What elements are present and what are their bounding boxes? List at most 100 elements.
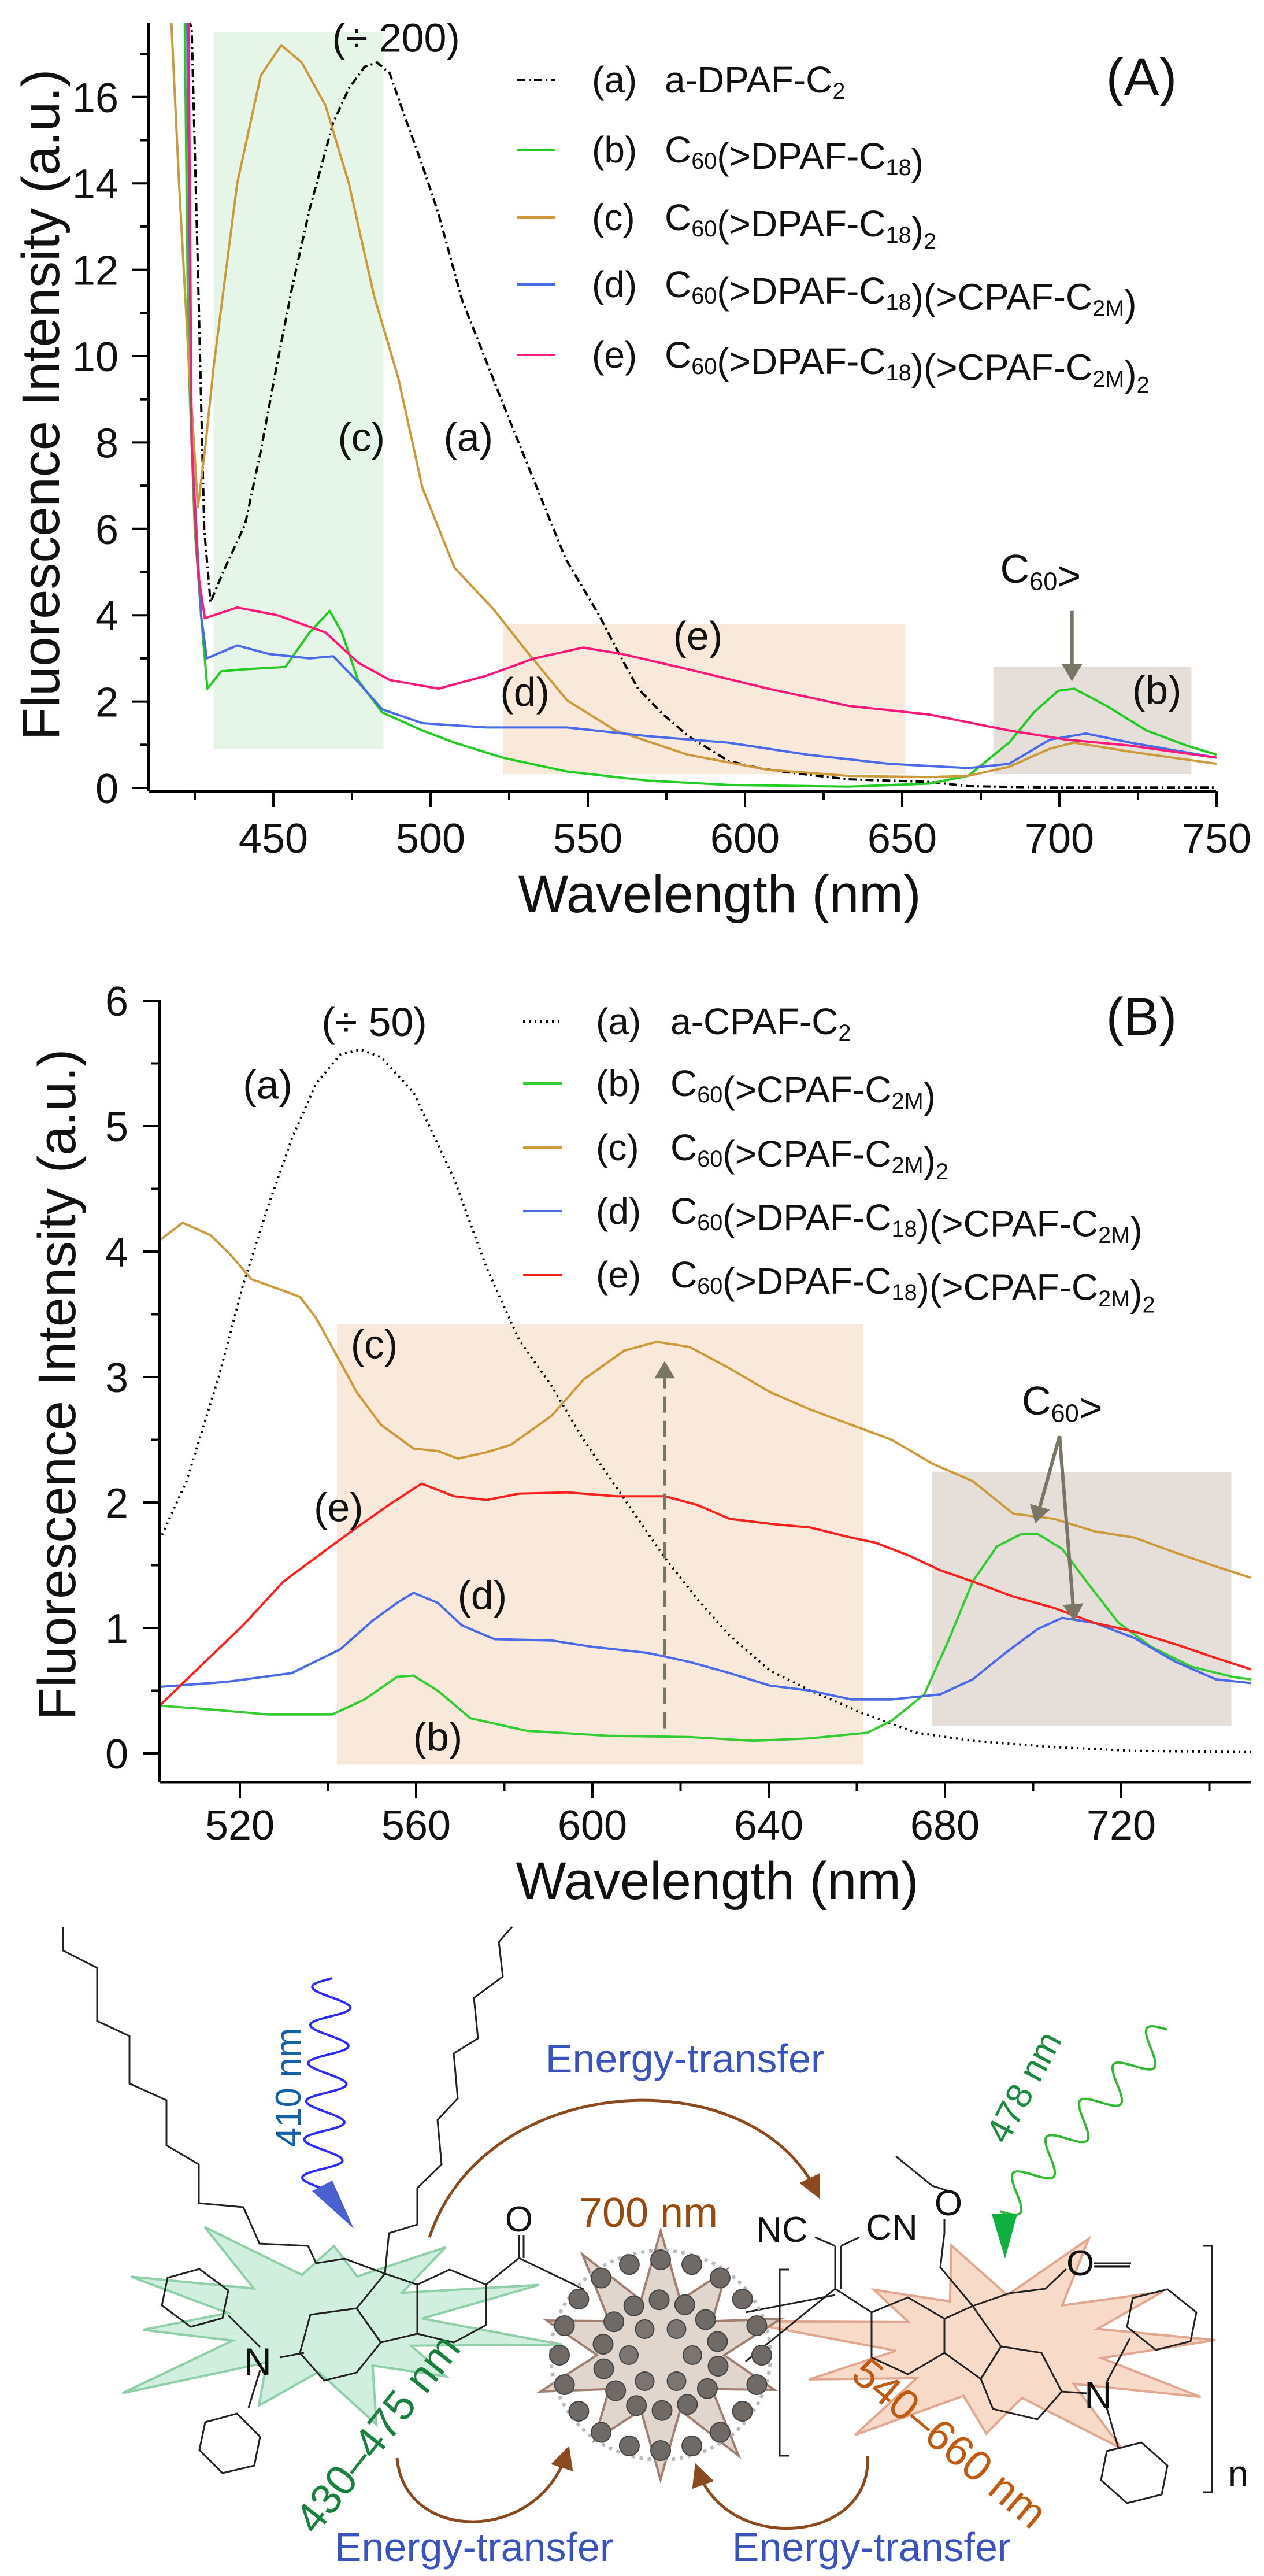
plot-area xyxy=(170,23,1217,789)
subscript: 60 xyxy=(691,149,717,174)
legend-marker: (a) xyxy=(592,59,637,101)
energy-transfer-diagram: N O NC CN O O— N xyxy=(62,1926,1248,2570)
c60-carbon-atom xyxy=(674,2294,695,2315)
legend-label: C60​(>DPAF-C18​)(>CPAF-C2M​) xyxy=(670,1190,1143,1250)
text-segment: > xyxy=(1057,553,1081,598)
text-segment: C xyxy=(670,1254,697,1296)
text-segment: ) xyxy=(911,209,924,251)
c60-carbon-atom xyxy=(696,2378,718,2399)
text-segment: )(>CPAF-C xyxy=(911,347,1092,388)
subscript: 2M xyxy=(892,1089,924,1114)
text-segment: ) xyxy=(924,1139,936,1181)
c60-carbon-atom xyxy=(681,2435,703,2456)
y-tick-label: 4 xyxy=(105,1230,128,1276)
c60-carbon-atom xyxy=(651,2400,673,2421)
subscript: 60 xyxy=(697,1082,722,1108)
x-tick-label: 700 xyxy=(1025,816,1094,862)
c60-peak-arrow xyxy=(1029,1435,1062,1524)
subscript: 60 xyxy=(691,216,717,242)
c60-carbon-atom xyxy=(635,2319,655,2339)
text-segment: )(>CPAF-C xyxy=(917,1267,1098,1308)
subscript: 18 xyxy=(886,223,911,248)
c60-peak-label: C60​> xyxy=(1000,546,1081,598)
text-segment: ) xyxy=(1130,1209,1142,1250)
text-segment: C xyxy=(670,1190,697,1232)
x-tick-label: 450 xyxy=(239,816,308,862)
text-segment: C xyxy=(1022,1378,1051,1423)
subscript: 2 xyxy=(936,1159,948,1185)
subscript: 60 xyxy=(697,1274,722,1299)
subscript: 2 xyxy=(832,79,845,104)
subscript: 2M xyxy=(892,1153,924,1178)
subscript: 60 xyxy=(691,283,717,309)
subscript: 60 xyxy=(697,1210,722,1235)
text-segment: (>DPAF-C xyxy=(722,1197,891,1238)
dpaf-emission-halo xyxy=(121,2226,562,2427)
c60-carbon-atom xyxy=(681,2254,703,2275)
highlight-region xyxy=(213,32,384,749)
curve-annotation: (b) xyxy=(1132,667,1182,712)
legend-marker: (d) xyxy=(596,1190,641,1232)
curve-annotation: (c) xyxy=(338,414,385,460)
c60-carbon-atom xyxy=(648,2289,670,2311)
c60-carbon-atom xyxy=(650,2440,671,2461)
c60-carbon-atom xyxy=(593,2358,614,2379)
text-segment: C xyxy=(670,1127,697,1168)
text-segment: ) xyxy=(1130,1272,1142,1314)
y-tick-label: 14 xyxy=(72,161,118,208)
y-tick-label: 2 xyxy=(105,1481,128,1527)
y-tick-label: 0 xyxy=(105,1731,128,1778)
c60-carbon-atom xyxy=(603,2311,625,2333)
text-segment: (>DPAF-C xyxy=(717,135,885,177)
energy-transfer-label-bottom-right: Energy-transfer xyxy=(732,2525,1011,2570)
energy-transfer-arrow-bottom-right xyxy=(692,2455,869,2530)
chart-a: 450 500 550 600 650 700 750 0 2 4 6 8 10 12 14 16 Wavele… xyxy=(12,15,1251,924)
emission-halos xyxy=(121,2226,1216,2484)
subscript: 2M xyxy=(1092,296,1124,321)
c60-carbon-atom xyxy=(746,2374,768,2395)
subscript: 60 xyxy=(697,1146,722,1172)
x-tick-label: 720 xyxy=(1087,1803,1156,1849)
y-tick-label: 4 xyxy=(95,593,118,639)
legend-marker: (b) xyxy=(596,1063,641,1104)
legend-label: C60​(>DPAF-C18​)(>CPAF-C2M​) xyxy=(665,264,1137,324)
text-segment: ) xyxy=(924,1075,936,1117)
subscript: 60 xyxy=(1029,568,1057,595)
panel-label: (A) xyxy=(1106,48,1177,107)
legend-label: C60​(>DPAF-C18​) xyxy=(665,129,924,183)
text-segment: C xyxy=(670,1063,697,1104)
curve-annotation: (÷ 200) xyxy=(332,15,460,60)
c60-fullerene xyxy=(549,2249,772,2462)
atom-n-right: N xyxy=(1084,2374,1112,2416)
c60-carbon-atom xyxy=(591,2267,612,2289)
c60-carbon-atom xyxy=(605,2380,627,2401)
subscript: 60 xyxy=(691,354,717,379)
text-segment: (>DPAF-C xyxy=(717,203,885,245)
x-tick-label: 640 xyxy=(734,1803,803,1849)
energy-transfer-arrow-bottom-left xyxy=(395,2445,573,2523)
subscript: 2 xyxy=(924,229,936,254)
c60-carbon-atom xyxy=(709,2422,731,2443)
text-segment: )(>CPAF-C xyxy=(917,1203,1098,1245)
text-segment: C xyxy=(665,264,691,305)
text-segment: a-CPAF-C xyxy=(670,1001,838,1042)
excitation-410-arrowhead xyxy=(312,2181,354,2229)
legend-marker: (d) xyxy=(592,264,637,305)
x-tick-label: 500 xyxy=(396,816,465,862)
series-line-d xyxy=(186,23,1217,769)
c60-peak-arrow xyxy=(1058,1435,1084,1622)
text-segment: C xyxy=(665,129,691,171)
atom-o-carbonyl: O xyxy=(505,2200,533,2240)
c60-carbon-atom xyxy=(751,2345,772,2366)
subscript: 18 xyxy=(892,1216,917,1242)
text-segment: a-DPAF-C xyxy=(665,59,832,101)
plot-area xyxy=(161,1048,1251,1753)
text-segment: (>DPAF-C xyxy=(717,270,885,312)
y-tick-label: 12 xyxy=(72,248,118,294)
y-tick-label: 0 xyxy=(95,766,118,812)
subscript: 18 xyxy=(892,1280,917,1305)
c60-carbon-atom xyxy=(568,2401,590,2422)
panel-label: (B) xyxy=(1106,987,1177,1046)
subscript: 2 xyxy=(1137,373,1150,398)
series-line-a xyxy=(161,1048,1251,1753)
